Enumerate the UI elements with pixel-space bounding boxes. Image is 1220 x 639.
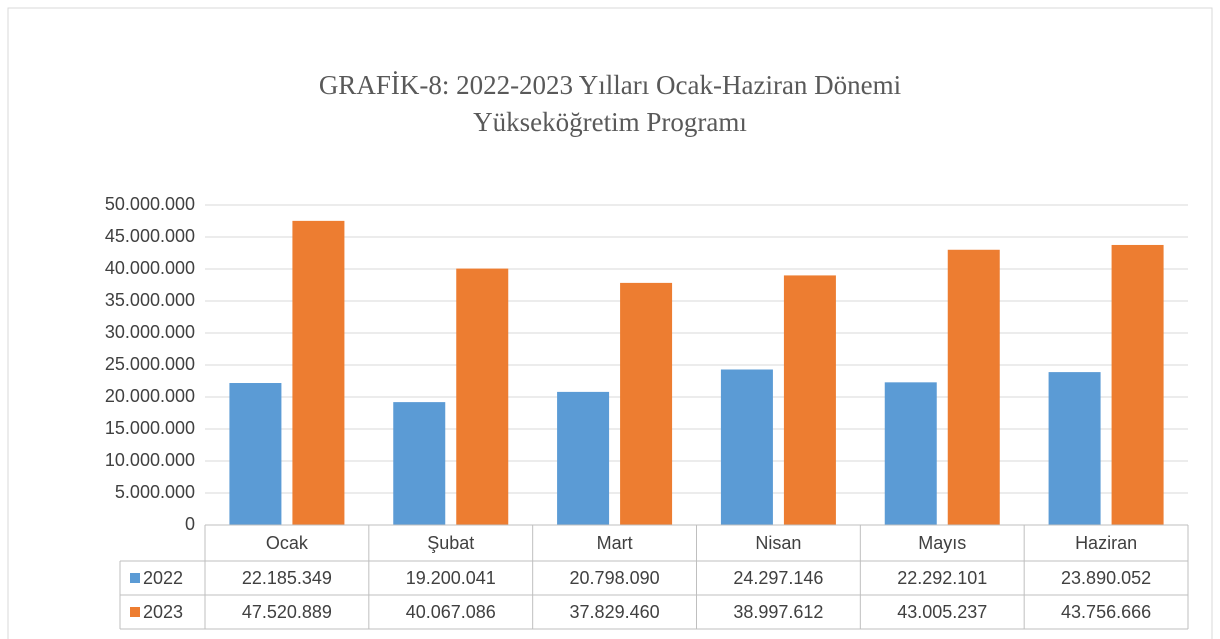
table-value: 23.890.052 xyxy=(1061,568,1151,588)
y-tick-label: 0 xyxy=(185,514,195,534)
y-tick-label: 40.000.000 xyxy=(105,258,195,278)
table-value: 22.185.349 xyxy=(242,568,332,588)
y-tick-label: 45.000.000 xyxy=(105,226,195,246)
table-value: 47.520.889 xyxy=(242,602,332,622)
legend-key xyxy=(130,573,140,583)
y-tick-label: 35.000.000 xyxy=(105,290,195,310)
x-tick-label: Şubat xyxy=(427,533,474,553)
y-tick-label: 50.000.000 xyxy=(105,194,195,214)
x-tick-label: Haziran xyxy=(1075,533,1137,553)
bar xyxy=(393,402,446,525)
y-tick-label: 30.000.000 xyxy=(105,322,195,342)
bar xyxy=(229,383,282,525)
table-value: 38.997.612 xyxy=(733,602,823,622)
table-value: 22.292.101 xyxy=(897,568,987,588)
y-tick-label: 15.000.000 xyxy=(105,418,195,438)
legend-label: 2023 xyxy=(143,602,183,622)
bar xyxy=(783,275,836,525)
bar xyxy=(1111,244,1164,525)
y-tick-label: 25.000.000 xyxy=(105,354,195,374)
y-tick-label: 5.000.000 xyxy=(115,482,195,502)
bar xyxy=(557,391,610,525)
legend-key xyxy=(130,607,140,617)
y-tick-label: 20.000.000 xyxy=(105,386,195,406)
legend-label: 2022 xyxy=(143,568,183,588)
chart-title: GRAFİK-8: 2022-2023 Yılları Ocak-Haziran… xyxy=(319,70,901,100)
table-value: 43.005.237 xyxy=(897,602,987,622)
chart-border xyxy=(7,7,1213,639)
bar xyxy=(456,268,509,525)
bar xyxy=(947,249,1000,525)
bar xyxy=(720,369,773,525)
x-tick-label: Mayıs xyxy=(918,533,966,553)
table-value: 19.200.041 xyxy=(406,568,496,588)
table-value: 37.829.460 xyxy=(570,602,660,622)
table-value: 43.756.666 xyxy=(1061,602,1151,622)
x-tick-label: Nisan xyxy=(755,533,801,553)
bar xyxy=(1048,372,1101,525)
bar xyxy=(620,282,673,525)
bar xyxy=(292,220,345,525)
table-value: 24.297.146 xyxy=(733,568,823,588)
table-value: 40.067.086 xyxy=(406,602,496,622)
table-value: 20.798.090 xyxy=(570,568,660,588)
bar xyxy=(884,382,937,525)
x-tick-label: Mart xyxy=(597,533,633,553)
y-tick-label: 10.000.000 xyxy=(105,450,195,470)
x-tick-label: Ocak xyxy=(266,533,309,553)
chart-title: Yükseköğretim Programı xyxy=(473,107,747,137)
